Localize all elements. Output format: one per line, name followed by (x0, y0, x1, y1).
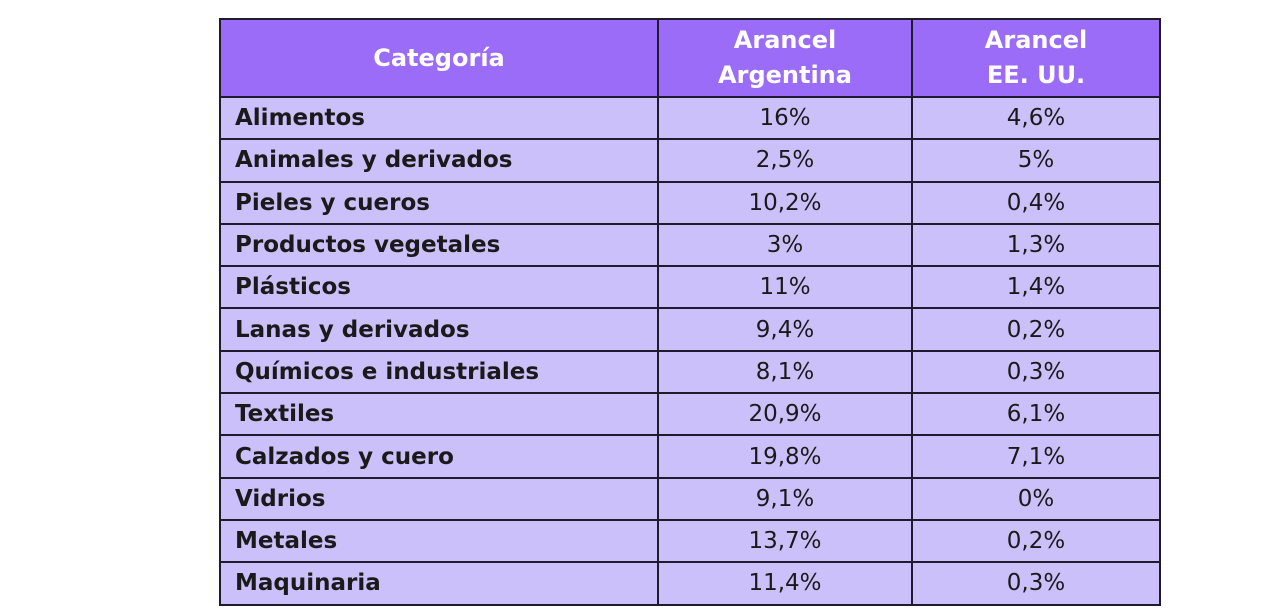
table-row: Químicos e industriales 8,1% 0,3% (219, 349, 1161, 395)
header-argentina-line-2: Argentina (718, 61, 852, 89)
header-category: Categoría (219, 18, 659, 98)
row-usa-tariff: 0% (911, 476, 1161, 521)
header-argentina-line-1: Arancel (733, 26, 837, 54)
row-usa-tariff: 1,3% (911, 222, 1161, 268)
table-row: Lanas y derivados 9,4% 0,2% (219, 307, 1161, 352)
row-category: Alimentos (219, 95, 659, 141)
row-argentina-tariff: 11% (657, 265, 913, 310)
row-category: Pieles y cueros (219, 180, 659, 225)
row-argentina-tariff: 9,1% (657, 476, 913, 521)
table-row: Vidrios 9,1% 0% (219, 476, 1161, 521)
table-row: Alimentos 16% 4,6% (219, 95, 1161, 141)
row-argentina-tariff: 20,9% (657, 392, 913, 437)
row-argentina-tariff: 9,4% (657, 307, 913, 352)
row-argentina-tariff: 19,8% (657, 434, 913, 479)
row-usa-tariff: 4,6% (911, 95, 1161, 141)
table-header: Categoría Arancel Argentina Arancel EE. … (219, 18, 1161, 98)
row-category: Vidrios (219, 476, 659, 521)
row-category: Calzados y cuero (219, 434, 659, 479)
row-usa-tariff: 0,3% (911, 349, 1161, 395)
row-category: Plásticos (219, 265, 659, 310)
row-argentina-tariff: 3% (657, 222, 913, 268)
table-row: Animales y derivados 2,5% 5% (219, 138, 1161, 183)
row-category: Animales y derivados (219, 138, 659, 183)
header-usa-line-1: Arancel (984, 26, 1088, 54)
row-argentina-tariff: 13,7% (657, 518, 913, 564)
row-category: Químicos e industriales (219, 349, 659, 395)
table-row: Textiles 20,9% 6,1% (219, 392, 1161, 437)
table-row: Maquinaria 11,4% 0,3% (219, 561, 1161, 606)
table-row: Plásticos 11% 1,4% (219, 265, 1161, 310)
row-category: Metales (219, 518, 659, 564)
row-usa-tariff: 6,1% (911, 392, 1161, 437)
table-row: Productos vegetales 3% 1,3% (219, 222, 1161, 268)
row-usa-tariff: 7,1% (911, 434, 1161, 479)
row-argentina-tariff: 8,1% (657, 349, 913, 395)
row-category: Maquinaria (219, 561, 659, 606)
header-category-label: Categoría (373, 43, 505, 72)
row-usa-tariff: 5% (911, 138, 1161, 183)
header-usa: Arancel EE. UU. (911, 18, 1161, 98)
header-usa-line-2: EE. UU. (986, 61, 1086, 89)
tariff-comparison-table: Categoría Arancel Argentina Arancel EE. … (219, 18, 1161, 606)
row-argentina-tariff: 10,2% (657, 180, 913, 225)
row-usa-tariff: 0,3% (911, 561, 1161, 606)
row-argentina-tariff: 16% (657, 95, 913, 141)
row-argentina-tariff: 11,4% (657, 561, 913, 606)
table-row: Metales 13,7% 0,2% (219, 518, 1161, 564)
row-category: Lanas y derivados (219, 307, 659, 352)
row-usa-tariff: 0,4% (911, 180, 1161, 225)
row-category: Textiles (219, 392, 659, 437)
table-row: Pieles y cueros 10,2% 0,4% (219, 180, 1161, 225)
row-usa-tariff: 0,2% (911, 518, 1161, 564)
header-row: Categoría Arancel Argentina Arancel EE. … (219, 18, 1161, 98)
header-argentina: Arancel Argentina (657, 18, 913, 98)
table-body: Alimentos 16% 4,6% Animales y derivados … (219, 95, 1161, 606)
table-row: Calzados y cuero 19,8% 7,1% (219, 434, 1161, 479)
row-category: Productos vegetales (219, 222, 659, 268)
row-usa-tariff: 0,2% (911, 307, 1161, 352)
row-argentina-tariff: 2,5% (657, 138, 913, 183)
row-usa-tariff: 1,4% (911, 265, 1161, 310)
